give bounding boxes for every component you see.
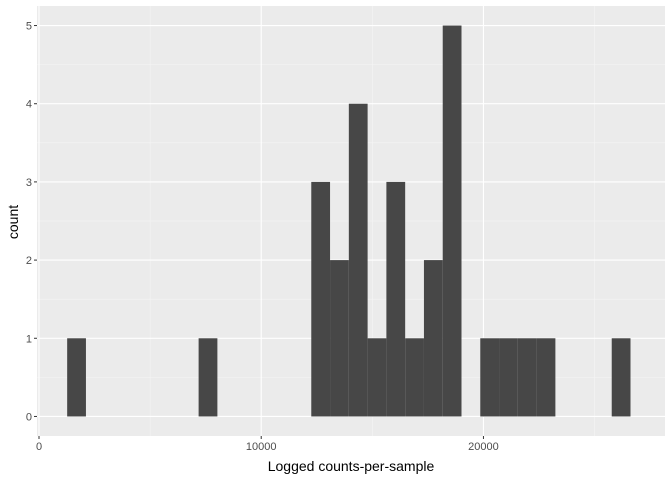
x-tick-label: 10000 [246, 441, 277, 453]
y-tick-label: 3 [26, 177, 32, 189]
histogram-bar [330, 260, 349, 417]
y-tick-label: 5 [26, 21, 32, 33]
histogram-bar [348, 103, 368, 417]
x-axis-title: Logged counts-per-sample [268, 458, 435, 474]
histogram-bar [198, 338, 218, 417]
y-tick-label: 1 [26, 333, 32, 345]
histogram-bar [536, 338, 556, 417]
histogram-bar [480, 338, 500, 417]
y-tick-label: 0 [26, 411, 32, 423]
histogram-bar [311, 181, 331, 417]
y-axis-title: count [5, 205, 21, 239]
histogram-bar [499, 338, 518, 417]
histogram-bar [405, 338, 424, 417]
x-tick-label: 20000 [468, 441, 499, 453]
histogram-bar [386, 181, 406, 417]
histogram-bar [611, 338, 631, 417]
plot-panel [37, 6, 665, 436]
histogram-bar [423, 260, 443, 417]
y-tick-label: 4 [26, 99, 32, 111]
y-axis: 0 1 2 3 4 5 [26, 21, 37, 423]
x-tick-label: 0 [36, 441, 42, 453]
histogram-bar [367, 338, 387, 417]
histogram-bar [67, 338, 86, 417]
y-tick-label: 2 [26, 255, 32, 267]
histogram-bar [517, 338, 537, 417]
histogram-bar [442, 25, 462, 417]
x-axis: 0 10000 20000 [36, 436, 499, 453]
